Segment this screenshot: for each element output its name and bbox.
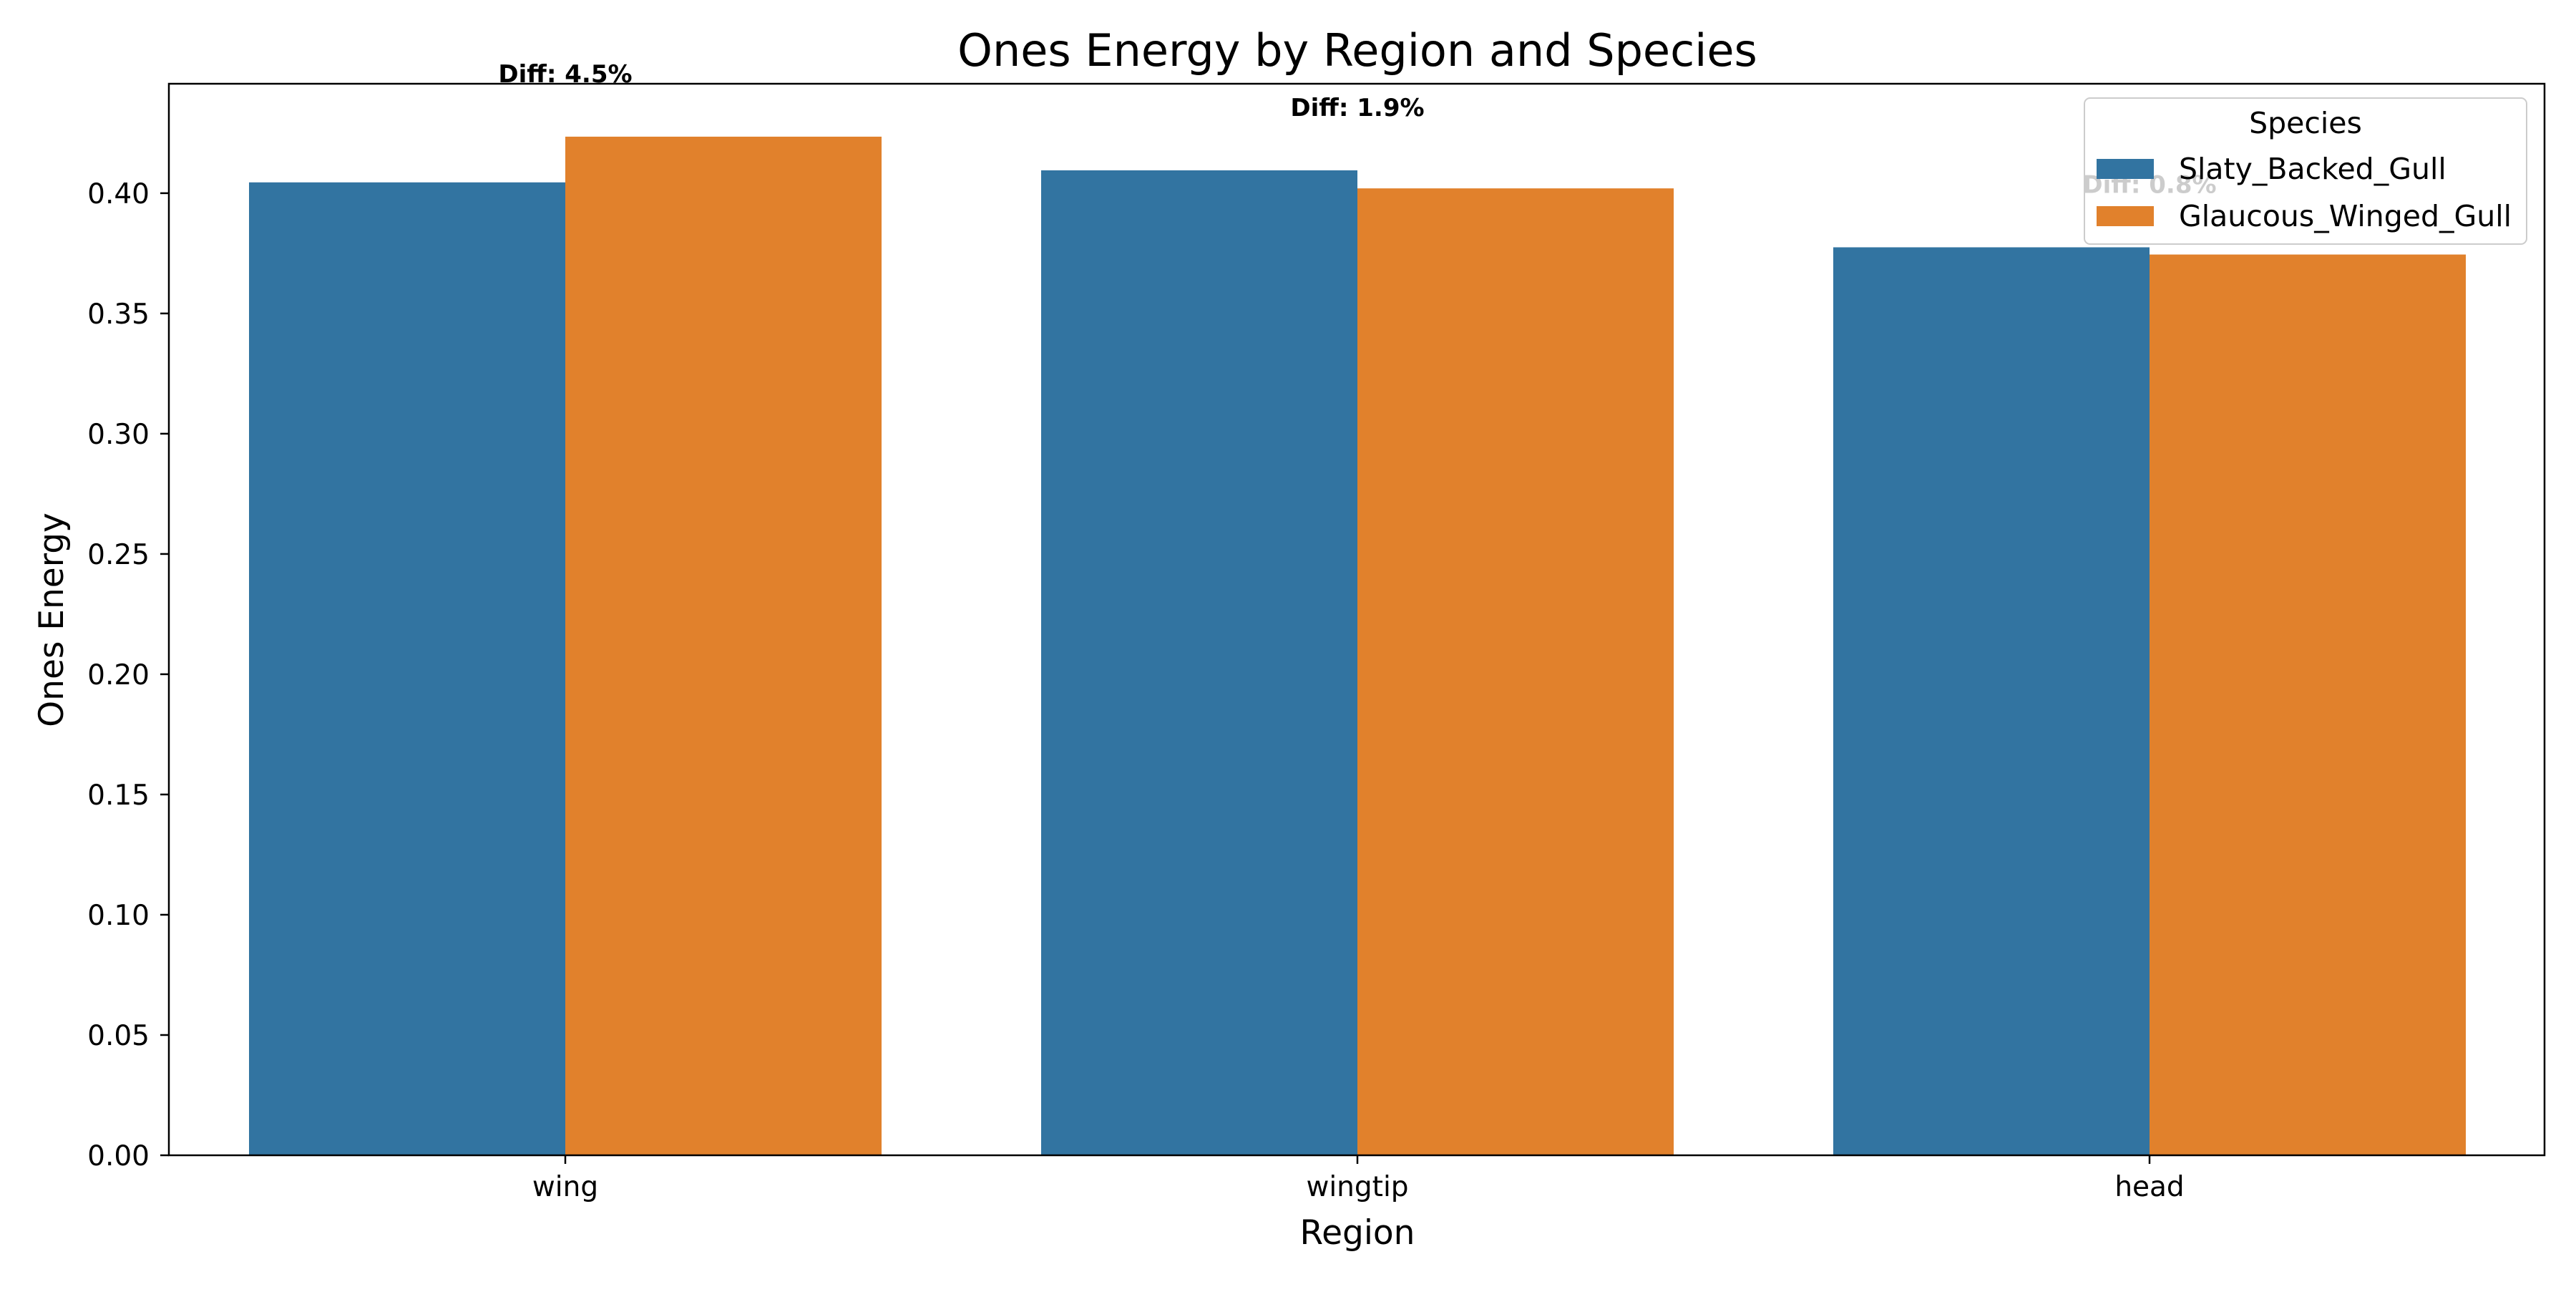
legend: Species Slaty_Backed_Gull Glaucous_Winge… [2084,97,2527,245]
y-axis-label: Ones Energy [32,513,72,727]
y-tick-label: 0.05 [87,1020,150,1052]
y-tick-label: 0.40 [87,178,150,210]
legend-title: Species [2249,106,2362,140]
legend-label-glaucous-winged-gull: Glaucous_Winged_Gull [2179,199,2512,233]
legend-box [2084,97,2527,245]
bar-glaucous-winged-gull-wing [565,136,882,1156]
chart-title: Ones Energy by Region and Species [957,24,1757,77]
bar-glaucous-winged-gull-head [2150,254,2466,1156]
x-tick-label-head: head [2114,1171,2184,1203]
diff-annotation-wingtip: Diff: 1.9% [1290,94,1424,122]
y-tick-label: 0.35 [87,298,150,331]
x-axis-ticks: wing wingtip head [532,1155,2185,1203]
y-axis-ticks: 0.00 0.05 0.10 0.15 0.20 0.25 0.30 0.35 0.40 [87,178,169,1172]
bar-slaty-backed-gull-wing [249,182,565,1156]
legend-swatch-slaty-backed-gull [2097,159,2154,179]
bar-slaty-backed-gull-wingtip [1041,170,1357,1155]
y-tick-label: 0.25 [87,539,150,571]
y-tick-label: 0.15 [87,779,150,812]
y-tick-label: 0.00 [87,1140,150,1172]
bar-slaty-backed-gull-head [1833,247,2150,1156]
legend-swatch-glaucous-winged-gull [2097,206,2154,226]
y-tick-label: 0.20 [87,659,150,691]
bar-glaucous-winged-gull-wingtip [1357,188,1674,1155]
x-tick-label-wing: wing [532,1171,598,1203]
legend-label-slaty-backed-gull: Slaty_Backed_Gull [2179,152,2446,186]
y-tick-label: 0.30 [87,419,150,451]
x-axis-label: Region [1300,1213,1415,1253]
x-tick-label-wingtip: wingtip [1306,1171,1408,1203]
bars-layer [249,136,2466,1156]
y-tick-label: 0.10 [87,900,150,932]
